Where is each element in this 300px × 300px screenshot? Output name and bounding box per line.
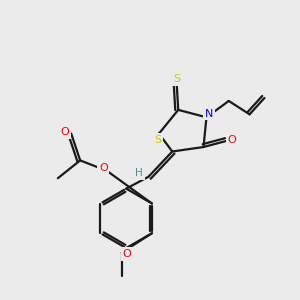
Text: O: O xyxy=(99,163,108,173)
Text: S: S xyxy=(173,74,180,84)
Text: H: H xyxy=(135,168,143,178)
Text: S: S xyxy=(154,135,161,145)
Text: O: O xyxy=(123,249,131,259)
Text: O: O xyxy=(60,127,69,137)
Text: N: N xyxy=(205,109,213,119)
Text: O: O xyxy=(227,135,236,145)
